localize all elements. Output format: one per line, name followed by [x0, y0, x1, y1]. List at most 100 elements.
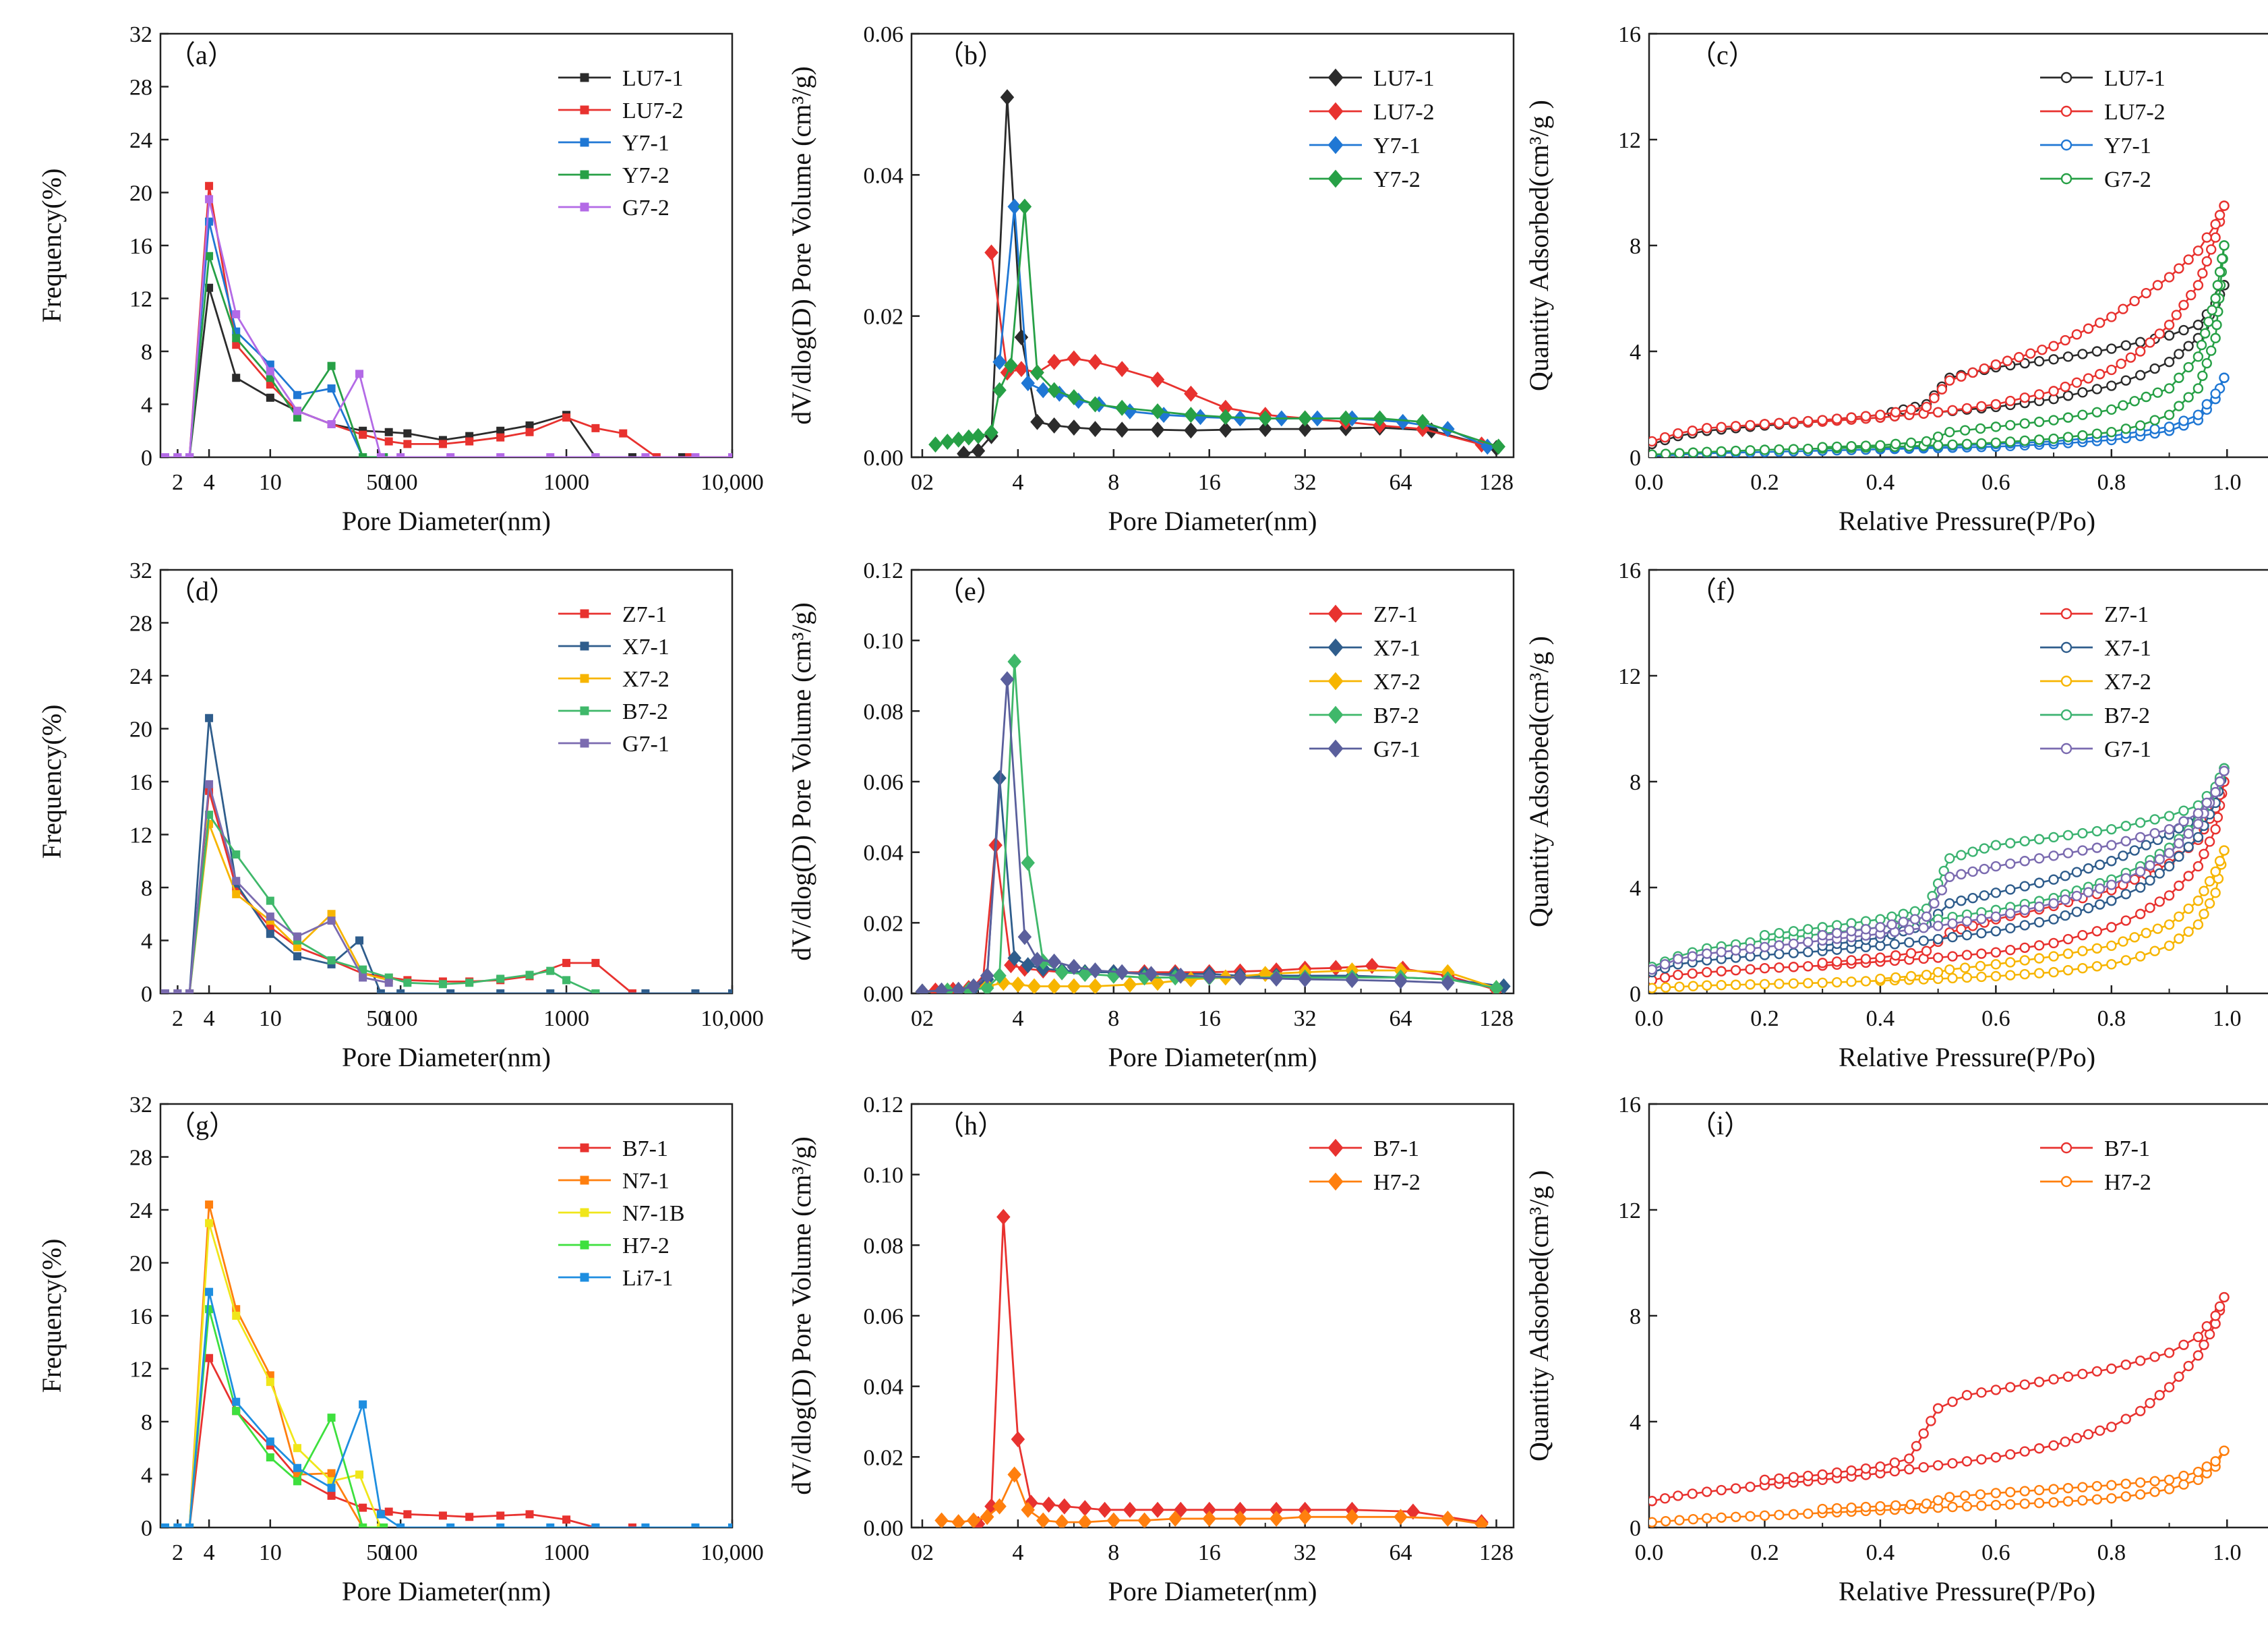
data-point — [1990, 1452, 2002, 1463]
data-point — [1298, 971, 1312, 988]
data-point — [1990, 947, 2002, 958]
data-point — [691, 1523, 700, 1528]
legend-item: G7-1 — [2040, 737, 2151, 762]
y-tick-label: 16 — [129, 234, 152, 259]
data-point — [2149, 415, 2160, 426]
data-point — [2062, 412, 2074, 423]
legend-label: Y7-2 — [622, 163, 669, 188]
data-point — [1860, 411, 1872, 421]
data-point — [1716, 421, 1727, 433]
data-point — [173, 453, 182, 457]
data-point — [2077, 430, 2088, 441]
data-point — [1990, 911, 2002, 922]
data-point — [1027, 978, 1042, 993]
data-point — [1979, 363, 1990, 374]
x-tick-label: 4 — [204, 470, 215, 495]
y-tick-label: 0 — [141, 446, 152, 471]
data-point — [2019, 942, 2030, 953]
data-point — [1441, 421, 1455, 438]
data-point — [2120, 821, 2131, 832]
data-point — [1716, 966, 1727, 977]
data-point — [2071, 377, 2083, 388]
data-point — [2019, 357, 2030, 369]
data-point — [2183, 926, 2194, 937]
y-tick-label: 32 — [129, 22, 152, 47]
data-point — [384, 979, 393, 987]
series-line — [165, 185, 732, 457]
data-point — [1702, 1513, 1712, 1523]
panel-letter: （i） — [1690, 1110, 1751, 1140]
data-point — [1688, 981, 1699, 991]
data-point — [327, 917, 336, 925]
legend-item: LU7-1 — [2040, 66, 2166, 91]
data-point — [1976, 1387, 1987, 1398]
data-point — [2077, 1495, 2088, 1506]
data-point — [2091, 842, 2103, 853]
data-point — [1904, 925, 1915, 935]
data-point — [1944, 871, 1955, 883]
data-point — [2019, 920, 2030, 931]
data-point — [2135, 1405, 2146, 1417]
data-point — [1956, 895, 1967, 906]
data-point — [1889, 939, 1901, 950]
data-point — [2106, 959, 2117, 970]
data-point — [2005, 923, 2016, 934]
data-point — [2005, 1382, 2016, 1393]
legend-marker — [1327, 68, 1344, 87]
data-point — [232, 877, 241, 885]
legend-item: Z7-1 — [558, 602, 667, 627]
data-point — [2083, 863, 2094, 874]
data-point — [984, 244, 998, 261]
data-point — [1875, 1461, 1886, 1472]
data-point — [2062, 830, 2074, 841]
legend-marker — [1327, 672, 1344, 691]
data-point — [1067, 958, 1081, 975]
data-point — [1990, 1499, 2002, 1511]
x-tick-label: 4 — [1012, 1006, 1023, 1031]
data-point — [1702, 948, 1712, 959]
data-point — [2174, 372, 2184, 383]
data-point — [1233, 969, 1247, 986]
data-point — [2199, 885, 2209, 896]
x-tick-label: 0.8 — [2097, 1006, 2126, 1031]
x-tick-label: 0.0 — [1635, 1540, 1664, 1565]
data-point — [1959, 425, 1971, 436]
data-point — [2149, 1486, 2160, 1497]
data-point — [1659, 972, 1671, 983]
data-point — [1674, 448, 1685, 457]
data-point — [1054, 964, 1069, 981]
data-point — [1788, 1509, 1799, 1520]
legend-item: X7-2 — [558, 667, 669, 692]
data-point — [2210, 232, 2221, 243]
data-point — [2183, 871, 2194, 881]
data-point — [2077, 827, 2088, 839]
plot-area — [1649, 200, 2230, 457]
data-point — [1649, 983, 1657, 993]
data-point — [1233, 1510, 1247, 1527]
data-point — [2192, 861, 2204, 872]
data-point — [2120, 375, 2131, 386]
data-point — [1886, 919, 1897, 930]
data-point — [2033, 834, 2045, 845]
data-point — [1932, 952, 1944, 963]
data-point — [1846, 926, 1857, 937]
data-point — [396, 989, 405, 993]
data-point — [2210, 332, 2221, 344]
legend-item: Z7-1 — [1309, 602, 1418, 627]
legend-marker — [2060, 743, 2072, 755]
data-point — [396, 453, 405, 457]
x-tick-label: 16 — [1198, 470, 1221, 495]
x-tick-label: 2 — [172, 1006, 183, 1031]
data-point — [1659, 432, 1671, 443]
data-point — [266, 393, 274, 402]
data-point — [2120, 1414, 2131, 1424]
legend-marker — [580, 1208, 589, 1217]
legend-marker — [2060, 173, 2072, 185]
data-point — [2135, 346, 2146, 357]
legend-item: N7-1B — [558, 1201, 685, 1226]
y-tick-label: 20 — [129, 718, 152, 743]
data-point — [446, 989, 455, 993]
series-X7-1 — [160, 714, 732, 993]
x-tick-label: 4 — [204, 1540, 215, 1565]
data-point — [2204, 898, 2215, 909]
